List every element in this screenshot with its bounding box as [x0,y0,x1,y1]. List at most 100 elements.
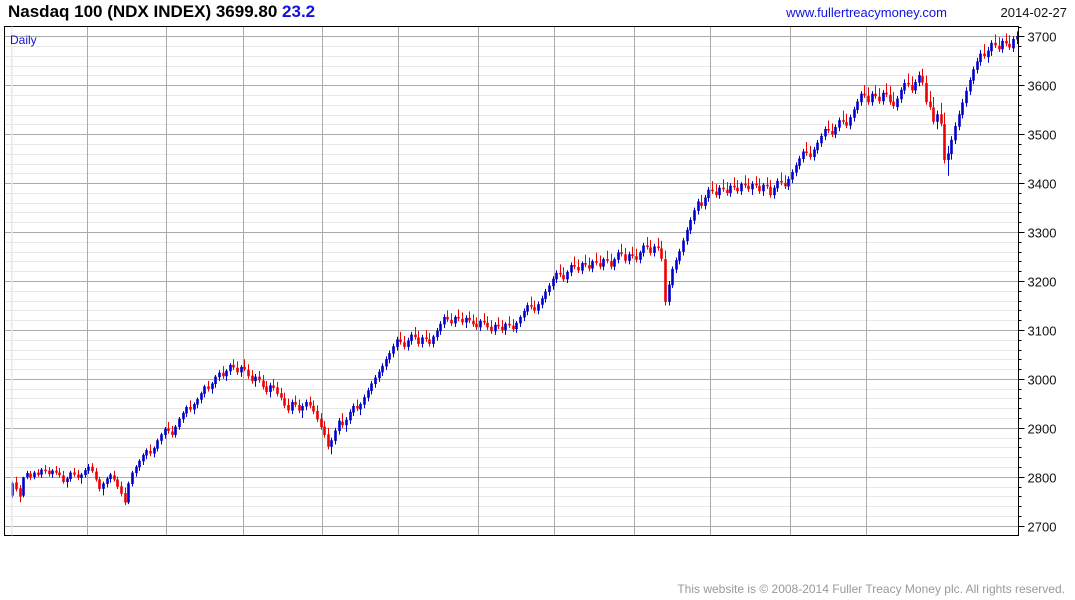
candle-body [508,323,511,326]
candle-body [515,322,518,330]
candle-body [182,412,185,420]
candle-body [664,259,667,302]
candle-body [174,426,177,435]
instrument-name-and-price: Nasdaq 100 (NDX INDEX) 3699.80 [8,2,278,21]
candle-body [378,371,381,379]
candle-body [200,393,203,400]
candle-body [878,96,881,102]
candle-body [131,472,134,484]
chart-date: 2014-02-27 [1000,5,1068,20]
candle-body [399,339,402,342]
candle-body [37,472,40,476]
candle-body [363,397,366,405]
candle-body [98,479,101,489]
candle-body [646,245,649,248]
candle-body [929,101,932,108]
candle-body [443,316,446,325]
candle-body [142,454,145,462]
candle-body [327,434,330,447]
candle-body [954,126,957,141]
candle-body [439,323,442,332]
candle-body [591,261,594,269]
candle-body [229,364,232,372]
svg-text:3000: 3000 [1028,373,1057,388]
candle-body [80,474,83,479]
candle-body [541,298,544,305]
grid-major-lines [4,36,1019,527]
candle-body [512,325,515,330]
candle-body [472,320,475,325]
candle-body [523,311,526,318]
candle-body [44,469,47,472]
chart-plot-area[interactable]: 3700 3600 3500 3400 3300 3200 3100 3000 2900 2800… [0,26,1075,536]
candle-body [461,318,464,323]
candle-body [947,153,950,160]
candle-body [323,426,326,435]
candle-body [232,364,235,368]
candle-body [976,61,979,70]
candle-body [620,252,623,254]
candle-body [138,460,141,468]
candle-body [903,82,906,91]
site-url-link[interactable]: www.fullertreacymoney.com [786,5,947,20]
candle-body [925,82,928,103]
candle-body [251,375,254,382]
candle-body [120,486,123,494]
candle-body [780,180,783,183]
candle-body [751,183,754,190]
candle-body [135,466,138,474]
candle-body [642,245,645,253]
candle-body [682,240,685,252]
candle-body [425,337,428,340]
candle-body [896,98,899,108]
candle-body [19,488,22,497]
candle-body [203,386,206,394]
candle-body [824,128,827,137]
svg-text:2800: 2800 [1028,471,1057,486]
candle-body [385,359,388,367]
candle-body [911,84,914,91]
candle-body [860,93,863,103]
candle-body [225,370,228,377]
candle-body [178,418,181,428]
candle-body [330,440,333,447]
candle-body [729,185,732,194]
candlestick-chart[interactable]: 3700 3600 3500 3400 3300 3200 3100 3000 2900 2800… [0,26,1075,536]
svg-text:2700: 2700 [1028,520,1057,535]
candle-body [867,95,870,103]
candle-body [356,405,359,409]
candle-body [758,185,761,192]
candle-body [294,402,297,405]
candle-body [407,340,410,347]
candle-body [820,135,823,144]
candle-body [871,93,874,103]
candle-body [1005,40,1008,44]
candle-body [606,259,609,261]
candle-body [301,405,304,411]
candle-body [280,393,283,398]
candle-body [309,402,312,406]
candle-body [940,114,943,124]
candle-body [359,404,362,410]
candle-body [711,189,714,192]
candle-body [588,265,591,269]
candle-body [856,101,859,111]
candle-body [834,127,837,135]
candle-body [791,172,794,180]
candle-body [715,191,718,196]
candle-body [55,470,58,473]
candle-body [950,139,953,155]
candle-body [352,405,355,413]
candle-body [972,69,975,81]
candle-body [559,272,562,275]
candle-body [602,259,605,267]
candle-body [243,366,246,370]
grid-minor-lines [4,46,1019,517]
svg-text:2900: 2900 [1028,422,1057,437]
candle-body [102,483,105,489]
candle-body [414,334,417,338]
candle-body [755,183,758,186]
candle-body [581,263,584,271]
candle-series[interactable] [11,31,1019,506]
candle-body [979,53,982,63]
